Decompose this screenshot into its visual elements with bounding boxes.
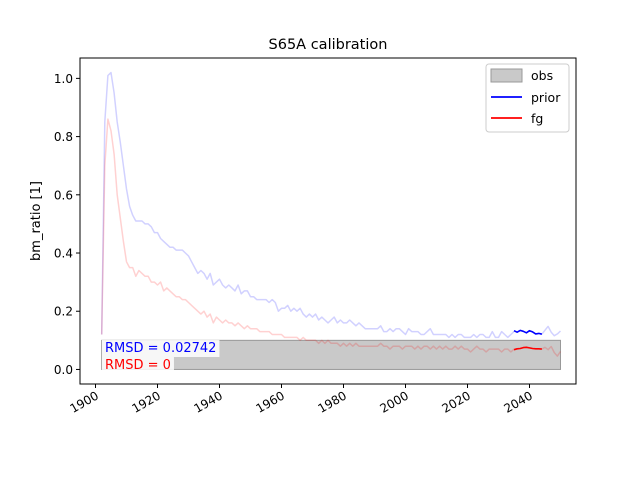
chart-title: S65A calibration — [269, 37, 388, 53]
rmsd-annotation-text: RMSD = 0.02742 — [105, 341, 216, 356]
rmsd-annotations: RMSD = 0.02742 RMSD = 0 — [102, 340, 220, 374]
series-prior-history-line — [100, 71, 515, 339]
legend-prior-label: prior — [531, 90, 561, 105]
legend-obs-swatch — [490, 68, 523, 83]
rmsd-annotation: RMSD = 0 — [102, 357, 174, 374]
legend-obs-label: obs — [531, 68, 553, 83]
axes-frame — [79, 57, 577, 385]
rmsd-annotation: RMSD = 0.02742 — [102, 340, 220, 357]
y-tick-label: 1.0 — [54, 72, 73, 86]
y-tick-label: 0.6 — [54, 188, 73, 202]
y-tick-label: 0.4 — [54, 247, 73, 261]
y-axis-label: bm_ratio [1] — [29, 181, 44, 261]
rmsd-annotation-box — [102, 357, 174, 374]
series-fg-tail-line — [541, 345, 562, 357]
series-fg-line — [513, 346, 542, 351]
y-tick-label: 0.8 — [54, 130, 73, 144]
y-tick-label: 0.2 — [54, 305, 73, 319]
legend: obs prior fg — [485, 63, 570, 133]
y-axis: 0.0 0.2 0.4 0.6 0.8 1.0 — [54, 72, 80, 377]
series-fg-history-line — [100, 118, 515, 353]
legend-fg-label: fg — [531, 111, 543, 126]
rmsd-annotation-box — [102, 340, 220, 357]
series-prior-tail-line — [541, 325, 562, 337]
y-tick-label: 0.0 — [54, 363, 73, 377]
rmsd-annotation-text: RMSD = 0 — [105, 358, 171, 373]
series-prior-line — [513, 329, 543, 335]
